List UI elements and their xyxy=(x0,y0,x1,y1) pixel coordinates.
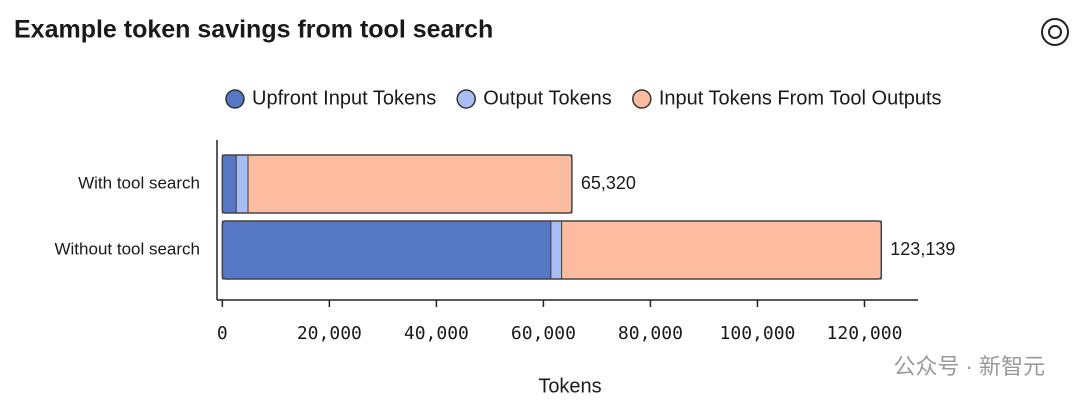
x-tick-label: 60,000 xyxy=(511,323,576,344)
legend-label: Output Tokens xyxy=(483,87,612,109)
legend-label: Input Tokens From Tool Outputs xyxy=(659,87,942,109)
y-tick-label: Without tool search xyxy=(54,239,200,258)
legend-swatch xyxy=(456,89,476,109)
chart-title: Example token savings from tool search xyxy=(14,16,493,44)
total-label: 65,320 xyxy=(581,173,636,193)
bar-outline xyxy=(221,220,883,280)
bar-segment xyxy=(221,220,552,280)
watermark: 公众号 · 新智元 xyxy=(893,354,1045,379)
bar-segment xyxy=(550,220,563,280)
x-axis-label: Tokens xyxy=(538,375,601,397)
bar-segment xyxy=(221,154,237,214)
x-tick-label: 80,000 xyxy=(618,323,683,344)
x-tick-label: 100,000 xyxy=(720,323,796,344)
bar-segment xyxy=(561,220,882,280)
bar-segment xyxy=(247,154,573,214)
x-tick-label: 0 xyxy=(217,323,228,344)
legend-label: Upfront Input Tokens xyxy=(252,87,436,109)
bar-outline xyxy=(221,154,573,214)
y-tick-label: With tool search xyxy=(78,173,200,192)
legend-swatch xyxy=(632,89,652,109)
x-tick-label: 20,000 xyxy=(297,323,362,344)
bar-segment xyxy=(235,154,249,214)
logo xyxy=(1041,18,1069,46)
total-label: 123,139 xyxy=(890,239,955,259)
x-tick-label: 40,000 xyxy=(404,323,469,344)
legend-swatch xyxy=(225,89,245,109)
x-tick-label: 120,000 xyxy=(827,323,903,344)
